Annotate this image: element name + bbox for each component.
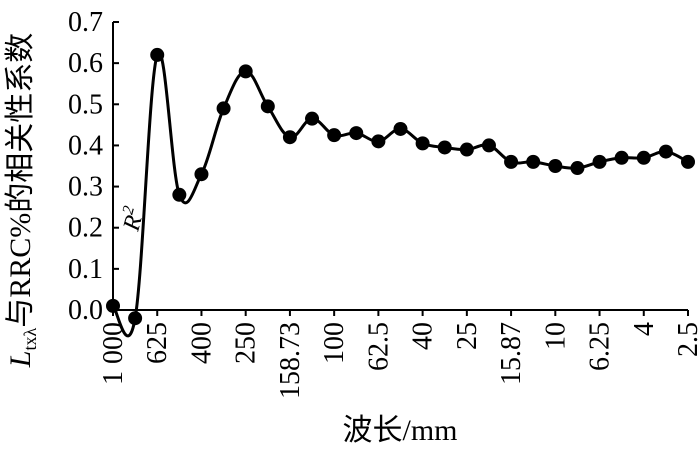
data-point [106, 298, 120, 313]
data-point [526, 154, 541, 169]
x-tick-label: 62.5 [363, 322, 394, 371]
data-point [548, 159, 563, 173]
data-point [150, 47, 165, 62]
x-tick-label: 15.87 [496, 322, 527, 385]
x-tick-label: 4 [629, 322, 660, 336]
x-tick-label: 25 [452, 322, 483, 350]
x-axis-title: 波长/mm [342, 414, 457, 447]
data-point [592, 154, 607, 169]
data-point [238, 64, 253, 79]
x-tick-label: 10 [540, 322, 571, 350]
data-point [393, 121, 408, 136]
y-ticks: 0.0 0.1 0.2 0.3 0.4 0.5 0.6 0.7 [68, 7, 119, 326]
y-tick-label: 0.1 [68, 254, 103, 285]
x-tick-label: 6.25 [585, 322, 616, 371]
data-point [305, 111, 320, 126]
data-point [681, 154, 695, 169]
data-point [282, 130, 297, 145]
y-tick-label: 0.2 [68, 213, 103, 244]
x-tick-label: 2.5 [673, 322, 700, 357]
data-point [371, 134, 386, 149]
data-point [349, 126, 364, 141]
data-point [658, 144, 673, 159]
y-tick-label: 0.0 [68, 295, 103, 326]
axes [112, 22, 688, 311]
data-point [504, 154, 519, 169]
y-axis-title-prefix: L [4, 351, 37, 369]
x-tick-label: 250 [231, 322, 262, 364]
y-axis-title-main: 与RRC%的相关性系数 [4, 33, 37, 328]
y-axis-title-subscript: txλ [20, 328, 40, 351]
series-group [106, 47, 695, 338]
data-point [459, 142, 474, 157]
data-point [481, 138, 496, 153]
y-tick-label: 0.6 [68, 48, 103, 79]
y-tick-label: 0.4 [68, 130, 103, 161]
data-point [437, 140, 452, 155]
x-tick-label: 625 [142, 322, 173, 364]
data-point [636, 150, 651, 165]
data-point [216, 101, 231, 116]
y-axis-title: Ltxλ与RRC%的相关性系数 [4, 33, 40, 368]
data-point [194, 167, 209, 182]
y-tick-label: 0.7 [68, 7, 103, 38]
data-point [415, 136, 430, 151]
x-tick-label: 40 [408, 322, 439, 350]
x-tick-label: 158.73 [275, 322, 306, 399]
data-point [172, 187, 187, 202]
x-tick-label: 400 [186, 322, 217, 364]
y-tick-label: 0.3 [68, 172, 103, 203]
data-point [260, 99, 275, 114]
r-squared-base: R [118, 212, 147, 234]
data-point [570, 161, 585, 176]
data-point [128, 311, 143, 326]
data-point [327, 128, 342, 143]
data-point [614, 150, 629, 165]
series-line [111, 51, 690, 338]
y-tick-label: 0.5 [68, 89, 103, 120]
x-tick-label: 100 [319, 322, 350, 364]
x-ticks: 1 000 625 400 250 158.73 100 62.5 40 25 15.87 10 6.… [98, 310, 700, 399]
